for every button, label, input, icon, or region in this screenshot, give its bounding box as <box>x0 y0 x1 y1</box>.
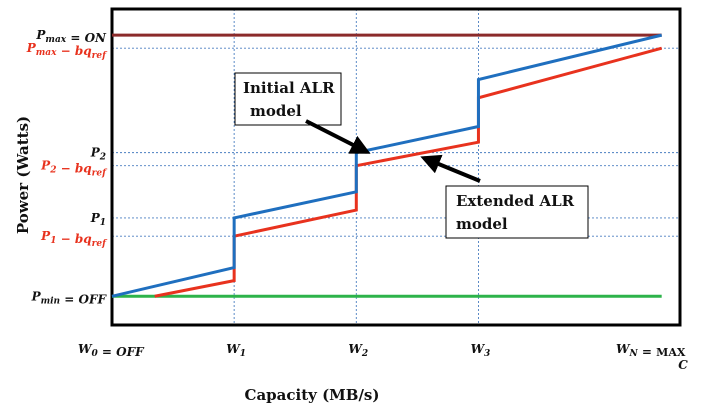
x-tick-label-w: W3 <box>471 342 491 359</box>
x-tick-label-wn: WN = MAX <box>616 342 686 359</box>
initial-alr-label-line1: Initial ALR <box>243 79 335 97</box>
initial-alr-label-line2: model <box>250 102 302 120</box>
initial-alr-annotation: Initial ALR model <box>234 72 371 154</box>
y-axis-title: Power (Watts) <box>14 116 32 234</box>
y-tick-label-p-min-off: Pmin = OFF <box>31 289 108 306</box>
initial-alr-box <box>234 72 342 126</box>
plot-frame <box>110 7 682 327</box>
y-tick-label-p-max-bq-ref: Pmax − bqref <box>26 41 108 61</box>
series-initial-alr-model <box>111 33 663 298</box>
initial-alr-arrow <box>305 119 371 154</box>
y-tick-label-p-bq-ref: P2 − bqref <box>40 159 108 179</box>
x-tick-label-wn-line2: C <box>678 358 688 372</box>
x-tick-label-w: W1 <box>226 342 246 359</box>
series-lines <box>111 33 663 298</box>
y-tick-label-p-max-on: Pmax = ON <box>35 28 107 45</box>
series-extended-alr-model <box>154 46 663 298</box>
y-tick-label-p: P1 <box>90 211 106 228</box>
x-tick-label-w-off: W0 = OFF <box>78 342 145 359</box>
extended-alr-label-line2: model <box>456 215 508 233</box>
extended-alr-arrow <box>420 154 481 183</box>
x-axis-title: Capacity (MB/s) <box>245 386 380 404</box>
y-tick-label-p: P2 <box>90 146 106 163</box>
x-tick-label-w: W2 <box>348 342 368 359</box>
extended-alr-label-line1: Extended ALR <box>456 192 575 210</box>
extended-alr-annotation: Extended ALR model <box>420 154 589 239</box>
y-tick-label-p-bq-ref: P1 − bqref <box>40 229 108 249</box>
extended-alr-box <box>445 185 589 239</box>
